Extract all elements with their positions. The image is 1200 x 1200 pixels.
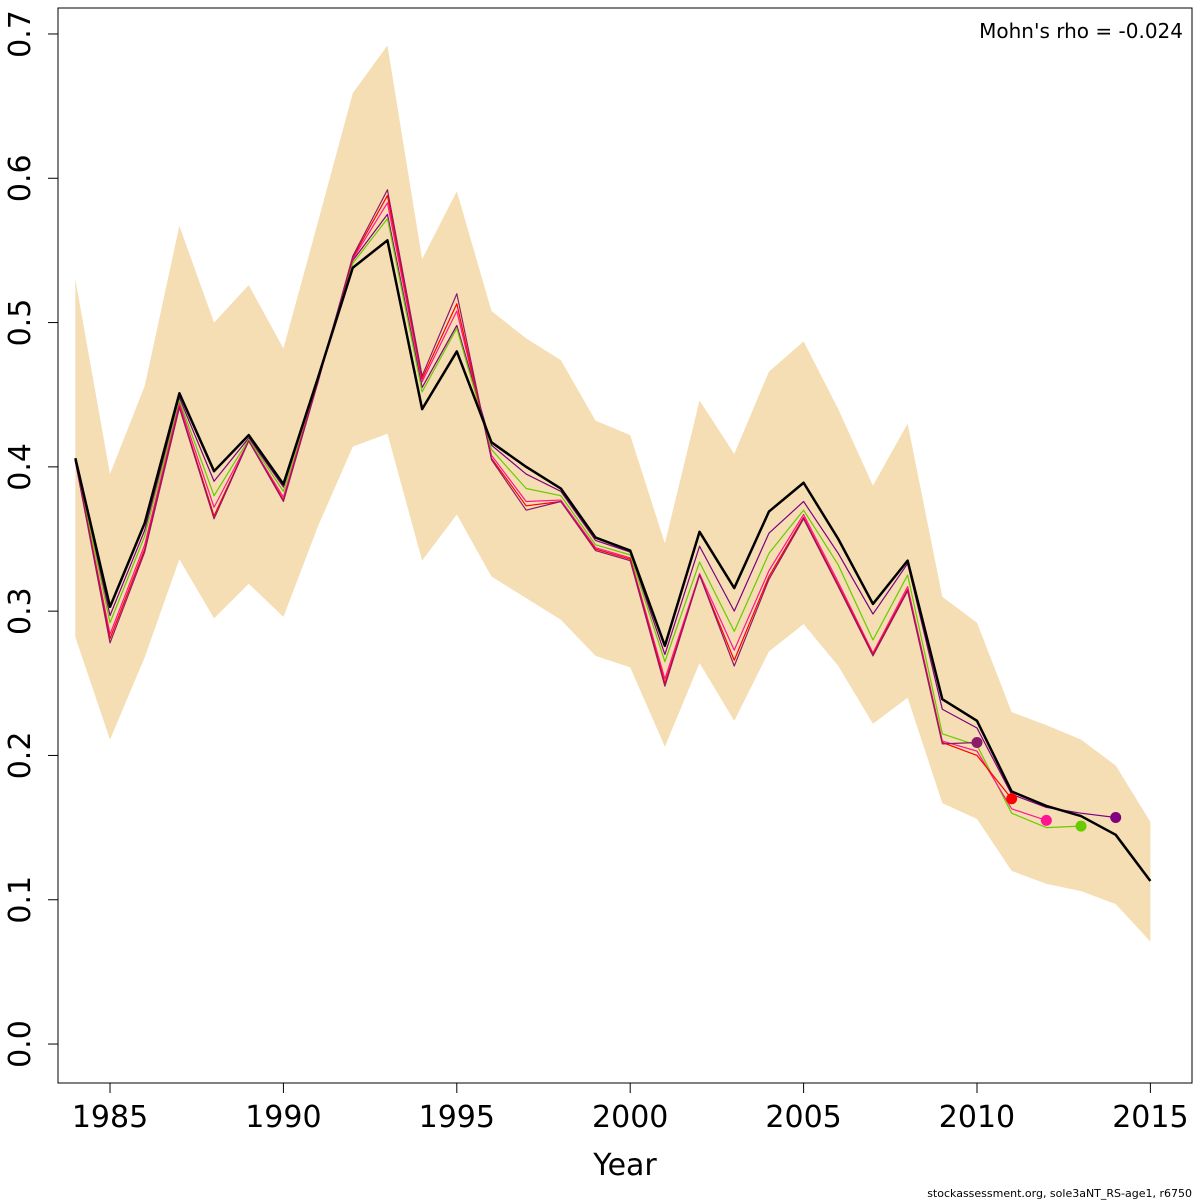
y-tick-label-2: 0.2 xyxy=(3,732,38,780)
x-tick-label-2000: 2000 xyxy=(592,1100,668,1135)
y-tick-label-3: 0.3 xyxy=(3,587,38,635)
y-tick-label-7: 0.7 xyxy=(3,10,38,58)
footer-source: stockassessment.org, sole3aNT_RS-age1, r… xyxy=(927,1187,1192,1200)
plot-frame xyxy=(57,7,1193,1084)
x-tick-label-1990: 1990 xyxy=(245,1100,321,1135)
y-tick-label-6: 0.6 xyxy=(3,154,38,202)
series-end-point-2 xyxy=(1075,820,1087,832)
y-tick-label-4: 0.4 xyxy=(3,443,38,491)
x-tick-label-2010: 2010 xyxy=(939,1100,1015,1135)
x-tick-label-2015: 2015 xyxy=(1112,1100,1188,1135)
x-tick-label-1995: 1995 xyxy=(419,1100,495,1135)
y-tick-label-1: 0.1 xyxy=(3,876,38,924)
y-tick-label-5: 0.5 xyxy=(3,299,38,347)
series-line-1 xyxy=(74,213,1116,819)
series-lines xyxy=(74,189,1152,882)
series-line-5 xyxy=(74,189,978,745)
x-axis-title: Year xyxy=(592,1148,657,1183)
x-tick-label-1985: 1985 xyxy=(72,1100,148,1135)
series-line-2 xyxy=(74,218,1082,829)
series-end-point-1 xyxy=(1110,811,1122,823)
series-line-3 xyxy=(74,202,1047,821)
confidence-band xyxy=(75,45,1151,942)
series-end-point-5 xyxy=(971,736,983,748)
series-line-0 xyxy=(74,239,1152,882)
x-axis: 1985 1990 1995 2000 2005 2010 2015 xyxy=(72,1083,1189,1135)
series-end-points xyxy=(971,736,1122,832)
y-axis: 0.0 0.1 0.2 0.3 0.4 0.5 0.6 0.7 xyxy=(3,10,58,1068)
series-end-point-3 xyxy=(1040,814,1052,826)
x-tick-label-2005: 2005 xyxy=(765,1100,841,1135)
mohns-rho-annotation: Mohn's rho = -0.024 xyxy=(979,19,1183,43)
y-tick-label-0: 0.0 xyxy=(3,1020,38,1068)
series-end-point-4 xyxy=(1006,793,1018,805)
